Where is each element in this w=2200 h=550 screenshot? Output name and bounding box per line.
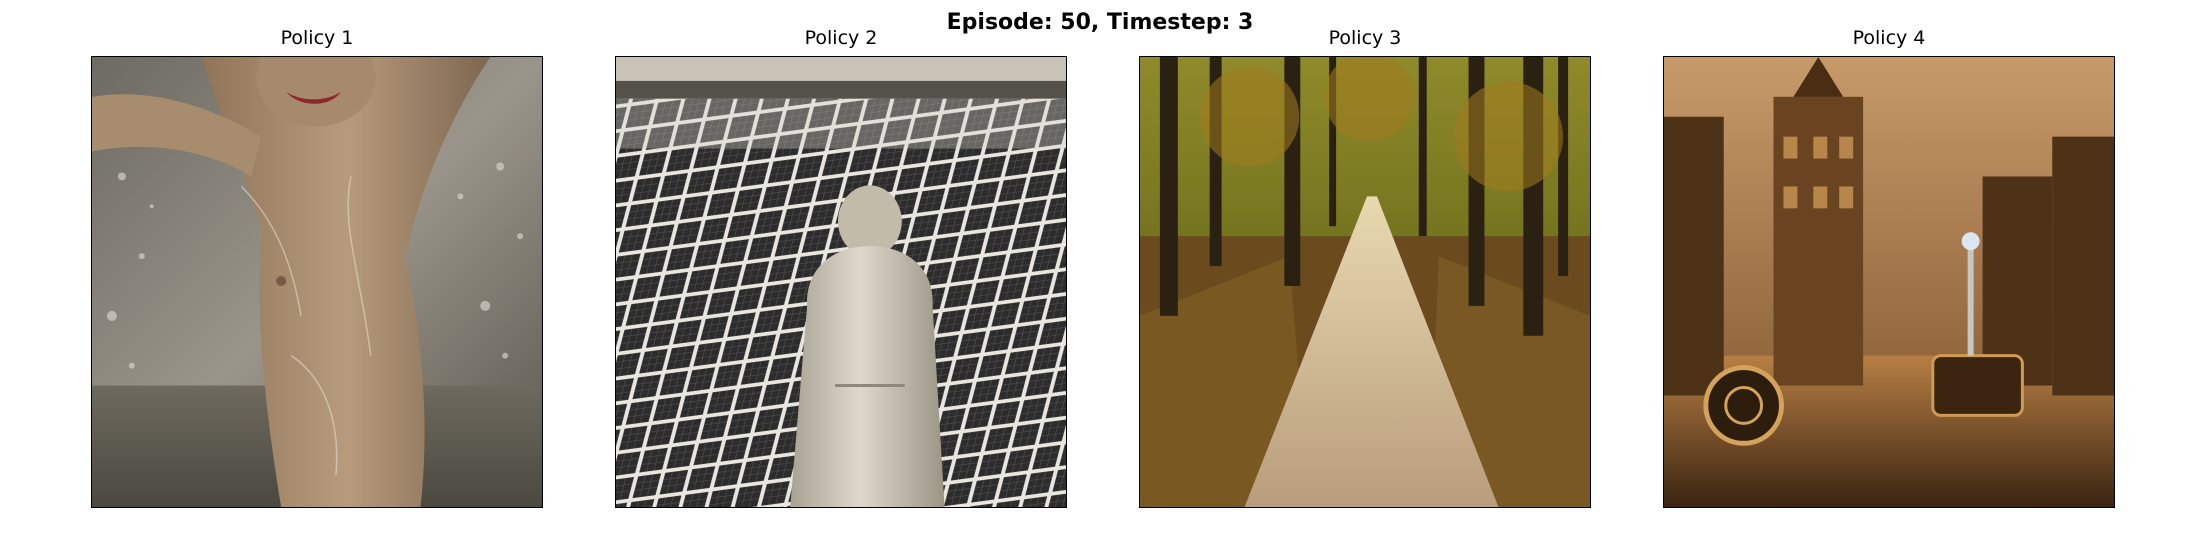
panel-title-policy-1: Policy 1	[280, 27, 354, 49]
panel-title-policy-3: Policy 3	[1328, 27, 1402, 49]
panel-image-policy-3	[1139, 56, 1591, 508]
forest-path-image	[1140, 57, 1590, 507]
steampunk-city-image	[1664, 57, 2114, 507]
panel-image-policy-2	[615, 56, 1067, 508]
solar-panels-woman-image	[616, 57, 1066, 507]
panel-title-policy-2: Policy 2	[804, 27, 878, 49]
panel-title-policy-4: Policy 4	[1852, 27, 1926, 49]
water-splash-figure-image	[92, 57, 542, 507]
figure-title: Episode: 50, Timestep: 3	[946, 10, 1254, 35]
panel-image-policy-4	[1663, 56, 2115, 508]
panel-image-policy-1	[91, 56, 543, 508]
